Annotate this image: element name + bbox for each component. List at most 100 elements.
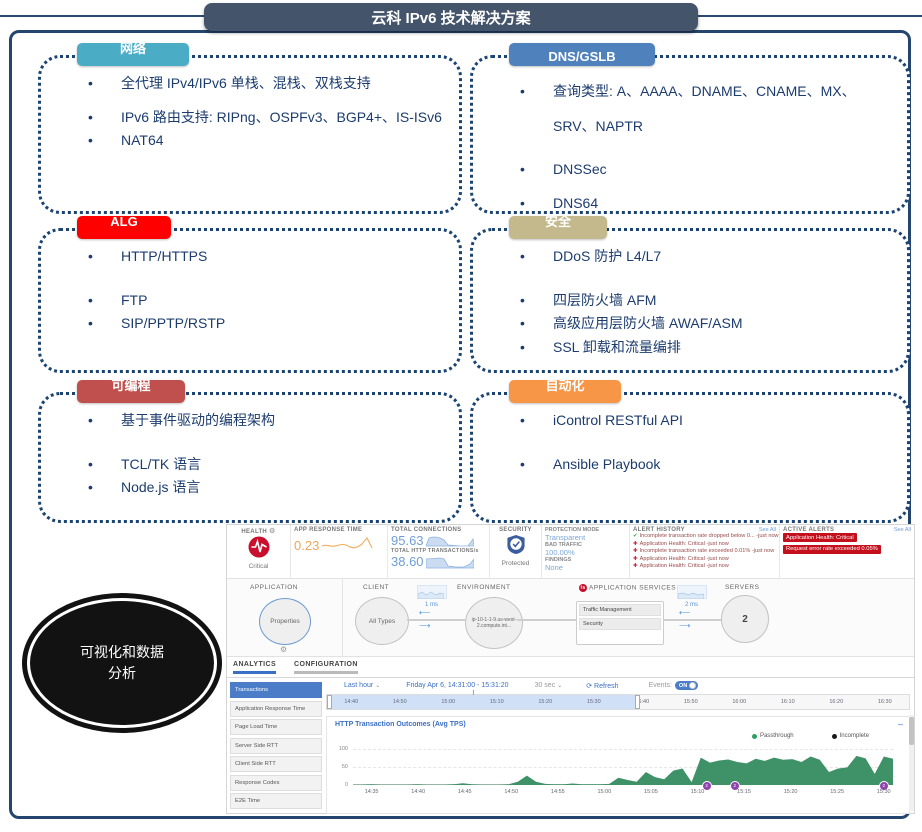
timeline-tick: 15:40 (635, 699, 650, 705)
bullet-item: 查询类型: A、AAAA、DNAME、CNAME、MX、SRV、NAPTR (520, 74, 897, 144)
timeline-tick: 15:30 (586, 699, 601, 705)
collapse-chart-button[interactable]: – (897, 719, 903, 729)
client-label: CLIENT (363, 584, 390, 591)
check-icon: ✔ (633, 533, 638, 539)
feature-tab-dns-gslb: DNS/GSLB (509, 43, 655, 66)
timeline-tick: 14:40 (344, 699, 359, 705)
alert-history-text: Application Health: Critical -just now (639, 540, 729, 547)
events-state: ON (678, 682, 688, 689)
health-label: HEALTH (241, 529, 268, 535)
servers-node[interactable]: 2 (721, 595, 769, 643)
feature-tab-label: ALG (110, 216, 138, 229)
sidebar-item-page-load-time[interactable]: Page Load Time (230, 719, 322, 735)
application-services-label-text: APPLICATION SERVICES (589, 584, 677, 592)
tab-configuration[interactable]: CONFIGURATION (294, 661, 358, 674)
findings-label: FINDINGS (545, 557, 572, 564)
feature-tab-label: 网络 (119, 43, 146, 56)
active-alert-badge[interactable]: Request error rate exceeded 0.05% (783, 544, 881, 554)
alert-history-text: Incomplete transaction rate dropped belo… (639, 533, 779, 539)
refresh-label: Refresh (594, 682, 619, 690)
app-response-cell: APP RESPONSE TIME 0.23 (291, 525, 388, 578)
slide-title: 云科 IPv6 技术解决方案 (204, 3, 698, 31)
health-status: Critical (248, 563, 269, 570)
total-http-sparkline (425, 557, 474, 569)
analytics-sidebar: Transactions Application Response Time Pag… (230, 682, 322, 812)
event-marker[interactable]: 2 (729, 781, 740, 791)
alert-history-text: Application Health: Critical -just now (639, 555, 729, 562)
slider-grip[interactable]: ||| (472, 690, 475, 696)
bad-traffic-label: BAD TRAFFIC (545, 542, 582, 549)
legend-dot (831, 733, 837, 739)
gear-icon[interactable]: ⚙ (280, 645, 288, 654)
gear-icon[interactable]: ⚙ (269, 528, 276, 535)
timeline-tick: 15:10 (489, 699, 504, 705)
feature-list: 基于事件驱动的编程架构 TCL/TK 语言 Node.js 语言 (88, 411, 449, 497)
alert-history-item: ✚ Application Health: Critical -just now (633, 541, 776, 549)
services-servers-link (664, 619, 721, 621)
service-row-security[interactable]: Security (579, 618, 661, 630)
chevron-down-icon: ⌄ (557, 683, 563, 689)
timeline-ticks: 14:40 14:50 15:00 15:10 15:20 15:30 15:40 15:50… (327, 695, 909, 709)
active-alerts-see-all-link[interactable]: See All (893, 527, 911, 533)
security-status: Protected (501, 560, 530, 567)
env-services-link (517, 619, 576, 621)
bullet-item: Ansible Playbook (520, 455, 897, 473)
bullet-item: 全代理 IPv4/IPv6 单栈、混栈、双栈支持 (88, 74, 449, 92)
alert-history-see-all-link[interactable]: See All (758, 527, 776, 533)
event-marker[interactable]: 2 (878, 781, 889, 791)
bigip-dashboard: HEALTH ⚙ Critical APP RESPONSE TIME 0.23… (226, 524, 915, 814)
events-label: Events: (648, 682, 672, 689)
refresh-button[interactable]: ⟳ Refresh (586, 682, 618, 690)
active-alerts-label: ACTIVE ALERTS (783, 527, 835, 533)
interval-dropdown[interactable]: 30 sec ⌄ (535, 682, 563, 689)
sidebar-item-response-codes[interactable]: Response Codes (230, 774, 322, 791)
sidebar-item-client-side-rtt[interactable]: Client Side RTT (230, 756, 322, 772)
x-tick: 15:25 (830, 789, 845, 795)
range-dropdown[interactable]: Last hour ⌄ (344, 682, 380, 689)
y-tick: 0 (344, 782, 348, 788)
x-tick: 15:15 (737, 789, 751, 795)
timeline-tick: 15:00 (441, 699, 456, 705)
feature-box-network: 网络 全代理 IPv4/IPv6 单栈、混栈、双栈支持 IPv6 路由支持: RI… (38, 43, 462, 214)
sidebar-item-server-side-rtt[interactable]: Server Side RTT (230, 737, 322, 754)
slider-handle-left[interactable] (327, 695, 332, 709)
total-http-value: 38.60 (391, 554, 424, 569)
sidebar-item-e2e-time[interactable]: E2E Time (230, 793, 322, 809)
x-tick: 15:30 (876, 789, 891, 795)
legend-item[interactable]: Incomplete (831, 733, 869, 739)
scrollbar-thumb[interactable] (909, 717, 914, 745)
chart-plot-svg (353, 755, 893, 785)
event-marker[interactable]: 2 (701, 781, 712, 791)
alert-history-item: ✔ Incomplete transaction rate dropped bel… (633, 533, 779, 541)
active-alert-badge[interactable]: Application Health: Critical (783, 533, 857, 542)
alert-history-text: Incomplete transaction rate exceeded 0.0… (639, 548, 775, 555)
tab-analytics[interactable]: ANALYTICS (233, 661, 277, 674)
scrollbar[interactable] (909, 715, 914, 811)
app-response-value: 0.23 (294, 538, 320, 553)
alert-history-label: ALERT HISTORY (633, 527, 685, 533)
client-env-link (407, 619, 465, 621)
client-node[interactable]: All Types (355, 597, 409, 645)
environment-node-label: ip-10-1-1-9.us-west-2.compute.int... (471, 617, 517, 629)
alert-icon: ✚ (633, 548, 638, 555)
protection-cell: PROTECTION MODE Transparent BAD TRAFFIC … (542, 525, 630, 578)
selected-range (327, 695, 636, 709)
feature-tab-programmable: 可编程 (77, 380, 185, 403)
client-latency-sparkline (417, 585, 447, 600)
time-range-slider[interactable]: ||| 14:40 14:50 15:00 15:10 15:20 15:30 15:40 1… (326, 690, 910, 710)
environment-node[interactable]: ip-10-1-1-9.us-west-2.compute.int... (465, 597, 523, 649)
bad-traffic-value: 100.00% (545, 547, 575, 557)
sidebar-item-application-response-time[interactable]: Application Response Time (230, 700, 322, 717)
slider-handle-right[interactable] (635, 695, 641, 709)
x-tick: 14:55 (550, 789, 565, 795)
application-label: APPLICATION (250, 584, 299, 591)
events-toggle[interactable]: ON (674, 681, 699, 690)
legend-item[interactable]: Passthrough (751, 733, 794, 739)
application-node[interactable]: Properties (259, 598, 311, 645)
topology-map: APPLICATION Properties ⚙ CLIENT All Type… (227, 579, 914, 657)
arrow-left-icon: ⟵ (419, 608, 431, 617)
refresh-icon: ⟳ (586, 682, 595, 690)
app-response-label: APP RESPONSE TIME (294, 527, 363, 533)
sidebar-item-transactions[interactable]: Transactions (230, 682, 322, 698)
service-row-traffic-management[interactable]: Traffic Management (579, 604, 661, 616)
